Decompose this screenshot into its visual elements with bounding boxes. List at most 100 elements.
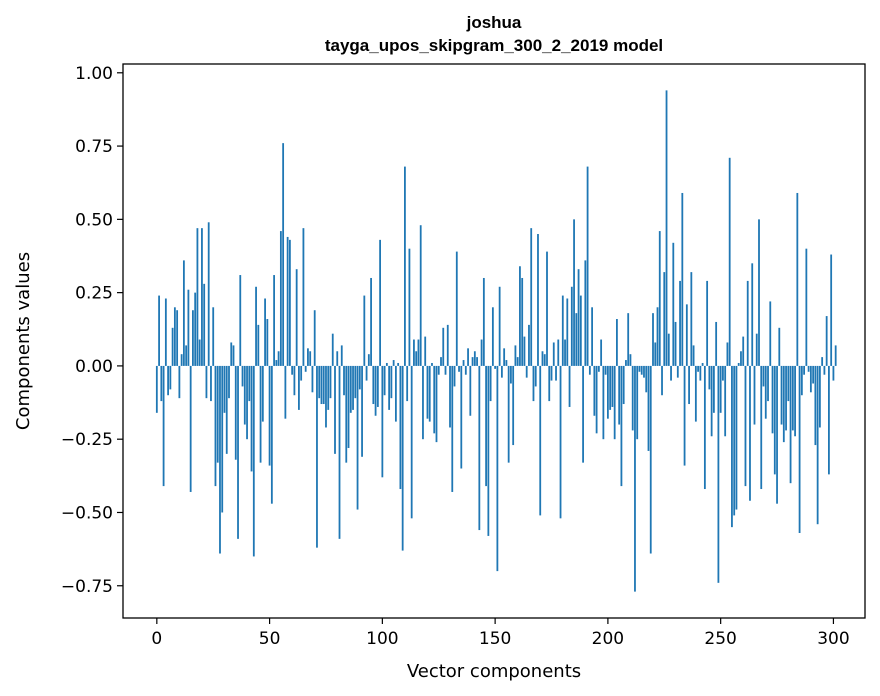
bar [469, 365, 472, 416]
bar [809, 365, 812, 393]
bar [336, 351, 339, 366]
bar [293, 365, 296, 396]
bar [201, 228, 203, 366]
bar [636, 365, 639, 440]
bar [266, 319, 269, 366]
bar [408, 248, 411, 366]
bar [627, 313, 630, 366]
bar [814, 365, 817, 446]
bar [210, 365, 212, 402]
bar [437, 365, 440, 375]
bar [638, 365, 641, 372]
bar [196, 228, 199, 366]
x-tick-label: 0 [151, 629, 162, 649]
bar [316, 365, 318, 548]
bar [543, 354, 546, 366]
bar [277, 351, 280, 366]
bar [591, 307, 593, 366]
bar [462, 360, 465, 366]
bar [282, 143, 285, 366]
bar [356, 365, 359, 510]
bar [304, 365, 307, 372]
bar [361, 365, 363, 457]
bar [697, 365, 699, 372]
bar [507, 365, 510, 463]
bar [178, 365, 181, 399]
bar [737, 362, 740, 366]
bar [458, 365, 460, 372]
bar [246, 365, 248, 440]
bar [643, 365, 645, 378]
bar [302, 228, 305, 366]
bar [767, 365, 769, 402]
bar [291, 365, 294, 375]
bar [676, 365, 679, 378]
bar [453, 365, 456, 387]
bar [230, 342, 233, 366]
bar [431, 362, 433, 366]
bar [534, 365, 537, 387]
bar [762, 365, 765, 387]
bar [415, 351, 418, 366]
bar [616, 319, 618, 366]
bar [440, 357, 442, 366]
bar [823, 365, 826, 375]
bar [688, 365, 690, 405]
bar [455, 251, 458, 366]
bar [735, 365, 738, 510]
bar [548, 365, 551, 402]
y-tick-label: 0.50 [75, 210, 113, 230]
bar [742, 336, 745, 366]
bar [584, 260, 587, 366]
bar [464, 365, 467, 375]
bar [699, 365, 702, 381]
bar [374, 365, 377, 416]
bar [821, 357, 824, 366]
bar [467, 348, 469, 366]
bar [722, 365, 724, 381]
bar [268, 365, 271, 466]
bar [250, 365, 253, 472]
bar [259, 365, 262, 463]
bar [219, 365, 221, 554]
bar [645, 365, 648, 393]
y-tick-label: 0.25 [75, 284, 113, 304]
bar [694, 365, 697, 422]
bar [379, 239, 381, 366]
bar [516, 357, 519, 366]
bar [284, 365, 287, 419]
bar [489, 365, 492, 402]
y-axis-label: Components values [13, 252, 34, 430]
bar [198, 339, 201, 366]
bar [189, 365, 192, 492]
bar [597, 365, 600, 372]
bar [570, 286, 573, 366]
bar [426, 365, 429, 419]
bar [832, 365, 835, 381]
bar [758, 219, 760, 366]
bar [397, 362, 400, 366]
bar [683, 365, 686, 466]
bar [667, 333, 670, 366]
bar [654, 342, 657, 366]
bar [789, 365, 792, 484]
bar [164, 298, 167, 366]
bar [588, 365, 591, 375]
bar [539, 365, 542, 516]
bar [298, 365, 300, 410]
bar [600, 339, 603, 366]
bar [760, 365, 763, 490]
bar [658, 231, 661, 366]
bar [243, 365, 246, 425]
bar [214, 365, 217, 487]
bar [257, 324, 260, 366]
bar [223, 365, 226, 413]
bar [661, 365, 663, 396]
bar [354, 365, 357, 399]
bar [279, 231, 282, 366]
bar [352, 365, 354, 410]
bar [550, 365, 553, 381]
bar [194, 292, 197, 366]
bar [487, 365, 490, 536]
